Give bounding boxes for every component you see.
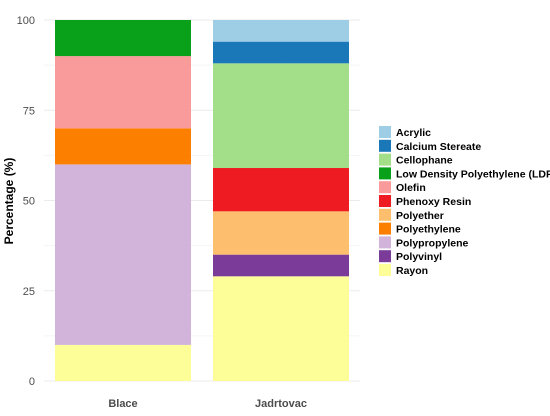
y-tick-label: 25 <box>23 286 35 298</box>
legend-item: Polyethylene <box>379 222 461 236</box>
y-tick-label: 75 <box>23 105 35 117</box>
legend-label: Acrylic <box>396 127 431 139</box>
legend-swatch <box>379 208 391 221</box>
y-axis-ticks: 0 25 50 75 100 <box>17 15 35 388</box>
legend-item: Calcium Stereate <box>379 139 481 153</box>
legend-swatch <box>379 236 391 249</box>
bar-stacks <box>55 20 349 381</box>
bar-segment <box>55 164 191 345</box>
legend-label: Phenoxy Resin <box>396 196 471 208</box>
legend-label: Polyvinyl <box>396 251 442 263</box>
y-tick-label: 0 <box>29 376 35 388</box>
bar-segment <box>55 344 191 381</box>
legend-label: Calcium Stereate <box>396 141 481 153</box>
legend-swatch <box>379 264 391 276</box>
legend-label: Polyether <box>396 210 444 222</box>
legend-label: Cellophane <box>396 155 453 167</box>
legend-item: Acrylic <box>379 126 431 139</box>
bar-segment <box>213 168 349 212</box>
legend-item: Polyvinyl <box>379 250 442 263</box>
x-tick-label: Blace <box>108 398 137 410</box>
bar-segment <box>213 41 349 64</box>
legend-swatch <box>379 181 391 194</box>
legend-swatch <box>379 139 391 152</box>
y-tick-label: 100 <box>17 15 35 27</box>
y-tick-label: 50 <box>23 196 35 208</box>
legend-swatch <box>379 195 391 207</box>
bar-segment <box>55 56 191 129</box>
legend-swatch <box>379 167 391 180</box>
bar-segment <box>55 128 191 165</box>
bar-segment <box>55 20 191 57</box>
legend-item: Olefin <box>379 181 426 194</box>
legend-swatch <box>379 222 391 235</box>
bar-segment <box>213 20 349 42</box>
legend-swatch <box>379 250 391 263</box>
legend-label: Low Density Polyethylene (LDPE) <box>396 168 550 180</box>
legend-label: Polypropylene <box>396 237 469 249</box>
x-axis-ticks: Blace Jadrtovac <box>108 398 307 410</box>
legend-item: Rayon <box>379 264 428 277</box>
bar-segment <box>213 63 349 169</box>
legend-swatch <box>379 126 391 138</box>
legend-item: Cellophane <box>379 153 453 167</box>
bar-segment <box>213 211 349 255</box>
bar-segment <box>213 254 349 277</box>
legend-label: Polyethylene <box>396 224 461 236</box>
legend-label: Rayon <box>396 265 428 277</box>
legend-label: Olefin <box>396 182 426 194</box>
y-axis-title: Percentage (%) <box>2 158 16 245</box>
legend-item: Low Density Polyethylene (LDPE) <box>379 167 550 180</box>
x-tick-label: Jadrtovac <box>255 398 307 410</box>
legend-swatch <box>379 153 391 166</box>
bar-segment <box>213 276 349 381</box>
legend-item: Polyether <box>379 208 444 222</box>
legend-item: Phenoxy Resin <box>379 195 471 208</box>
legend-item: Polypropylene <box>379 236 469 249</box>
